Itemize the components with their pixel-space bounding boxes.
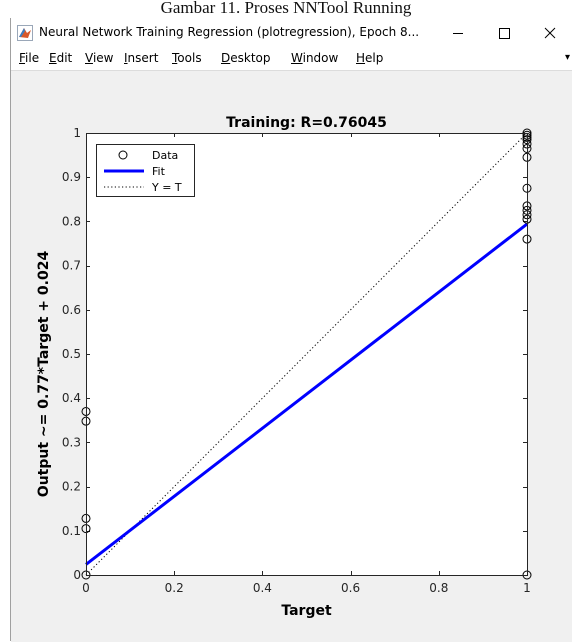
matlab-icon	[17, 25, 33, 41]
axes-background	[86, 133, 527, 575]
x-tick-label: 0.8	[429, 581, 448, 595]
figure-window: Neural Network Training Regression (plot…	[10, 18, 572, 642]
figure-caption: Gambar 11. Proses NNTool Running	[160, 0, 412, 17]
menu-insert[interactable]: Insert	[124, 51, 159, 65]
y-tick-label: 0.9	[62, 170, 81, 184]
x-tick-label: 1	[523, 581, 531, 595]
menu-file[interactable]: File	[19, 51, 40, 65]
y-tick-label: 0.3	[62, 435, 81, 449]
window-title: Neural Network Training Regression (plot…	[39, 25, 420, 39]
y-tick-label: 0.4	[62, 391, 81, 405]
y-axis-label: Output ~= 0.77*Target + 0.024	[36, 251, 52, 498]
x-axis-label: Target	[281, 603, 332, 619]
y-tick-label: 0	[73, 568, 81, 582]
y-tick-label: 0.8	[62, 214, 81, 228]
tick-labels: 0 0.2 0.4 0.6 0.8 1 0 0.1 0.2 0.3 0.4 0.5 0.6 0.7 0.8 0…	[62, 126, 531, 595]
menu-view[interactable]: View	[85, 51, 114, 65]
chart-title: Training: R=0.76045	[226, 115, 387, 131]
menu-desktop[interactable]: Desktop	[221, 51, 271, 65]
menu-help[interactable]: Help	[356, 51, 384, 65]
x-tick-label: 0.6	[341, 581, 360, 595]
x-tick-label: 0.4	[253, 581, 272, 595]
menu-window[interactable]: Window	[291, 51, 339, 65]
legend-label-data: Data	[152, 149, 178, 162]
menu-edit[interactable]: Edit	[49, 51, 73, 65]
legend-label-fit: Fit	[152, 165, 166, 178]
x-tick-label: 0.2	[165, 581, 184, 595]
y-tick-label: 0.5	[62, 347, 81, 361]
minimize-icon[interactable]	[435, 18, 481, 48]
figure-canvas: 0 0.2 0.4 0.6 0.8 1 0 0.1 0.2 0.3 0.4 0.5 0.6 0.7 0.8 0…	[11, 70, 572, 642]
x-tick-label: 0	[82, 581, 90, 595]
y-tick-label: 0.2	[62, 480, 81, 494]
title-bar[interactable]: Neural Network Training Regression (plot…	[11, 18, 572, 48]
y-tick-label: 0.6	[62, 303, 81, 317]
menu-tools[interactable]: Tools	[172, 51, 202, 65]
legend: Data Fit Y = T	[96, 144, 195, 197]
menu-bar: File Edit View Insert Tools Desktop Wind…	[11, 48, 572, 70]
y-tick-label: 0.1	[62, 524, 81, 538]
close-icon[interactable]	[527, 18, 572, 48]
legend-marker-data	[118, 150, 128, 160]
menu-overflow-icon[interactable]: ▾	[565, 52, 571, 63]
axes-frame	[86, 133, 528, 576]
y-tick-label: 0.7	[62, 259, 81, 273]
legend-label-identity: Y = T	[151, 181, 182, 194]
maximize-icon[interactable]	[481, 18, 527, 48]
y-tick-label: 1	[73, 126, 81, 140]
regression-plot: 0 0.2 0.4 0.6 0.8 1 0 0.1 0.2 0.3 0.4 0.5 0.6 0.7 0.8 0…	[36, 115, 532, 619]
fit-line	[85, 222, 528, 566]
